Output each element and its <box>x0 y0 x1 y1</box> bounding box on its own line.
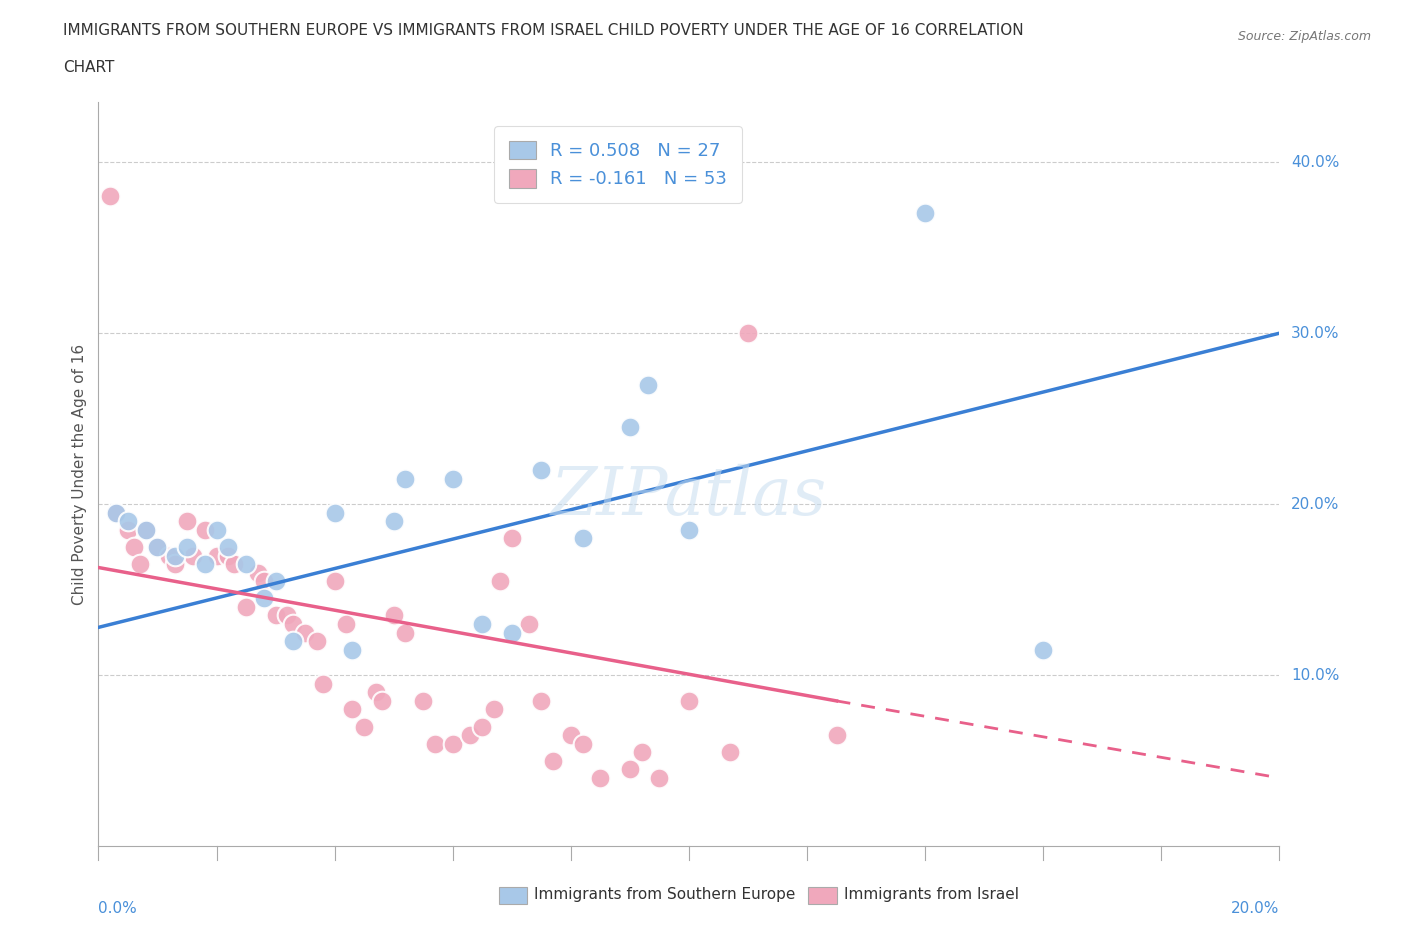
Point <box>194 557 217 572</box>
Point <box>718 745 741 760</box>
Point <box>323 574 346 589</box>
Text: 20.0%: 20.0% <box>1291 497 1340 512</box>
Text: 10.0%: 10.0% <box>1291 668 1340 683</box>
Text: 20.0%: 20.0% <box>1232 901 1279 916</box>
Point <box>105 505 128 520</box>
Point <box>637 377 659 392</box>
Point <box>117 523 139 538</box>
Point <box>283 633 305 648</box>
Point <box>441 737 464 751</box>
Text: Immigrants from Israel: Immigrants from Israel <box>844 887 1018 902</box>
Point <box>235 600 257 615</box>
Point <box>519 617 541 631</box>
Point <box>246 565 269 580</box>
Point <box>176 514 198 529</box>
Point <box>264 608 287 623</box>
Point <box>157 548 180 563</box>
Point <box>571 531 593 546</box>
Point <box>205 548 228 563</box>
Point <box>571 737 593 751</box>
Point <box>135 523 157 538</box>
Point <box>412 694 434 709</box>
Point <box>253 591 276 605</box>
Point <box>305 633 328 648</box>
Point <box>205 523 228 538</box>
Point <box>165 548 187 563</box>
Point <box>501 531 523 546</box>
Point <box>371 694 394 709</box>
Point <box>294 625 316 640</box>
Point <box>619 419 641 434</box>
Point <box>382 608 405 623</box>
Point <box>1032 643 1054 658</box>
Point <box>135 523 157 538</box>
Point <box>489 574 512 589</box>
Text: ZIPatlas: ZIPatlas <box>551 464 827 529</box>
Point <box>181 548 204 563</box>
Point <box>105 505 128 520</box>
Point <box>224 557 246 572</box>
Point <box>394 625 416 640</box>
Point <box>353 719 375 734</box>
Point <box>482 702 505 717</box>
Point <box>460 727 482 742</box>
Point <box>235 557 257 572</box>
Point <box>165 557 187 572</box>
Point <box>394 472 416 486</box>
Point <box>217 539 239 554</box>
Point <box>342 643 364 658</box>
Y-axis label: Child Poverty Under the Age of 16: Child Poverty Under the Age of 16 <box>72 344 87 604</box>
Point <box>323 505 346 520</box>
Text: 40.0%: 40.0% <box>1291 154 1340 169</box>
Point <box>441 472 464 486</box>
Point <box>122 539 145 554</box>
Legend: R = 0.508   N = 27, R = -0.161   N = 53: R = 0.508 N = 27, R = -0.161 N = 53 <box>495 126 742 203</box>
Text: IMMIGRANTS FROM SOUTHERN EUROPE VS IMMIGRANTS FROM ISRAEL CHILD POVERTY UNDER TH: IMMIGRANTS FROM SOUTHERN EUROPE VS IMMIG… <box>63 23 1024 38</box>
Point <box>648 770 671 785</box>
Point <box>128 557 150 572</box>
Text: Immigrants from Southern Europe: Immigrants from Southern Europe <box>534 887 796 902</box>
Point <box>530 694 553 709</box>
Point <box>194 523 217 538</box>
Point <box>678 523 700 538</box>
Point <box>342 702 364 717</box>
Text: CHART: CHART <box>63 60 115 75</box>
Point <box>335 617 357 631</box>
Point <box>619 762 641 777</box>
Text: Source: ZipAtlas.com: Source: ZipAtlas.com <box>1237 30 1371 43</box>
Text: 0.0%: 0.0% <box>98 901 138 916</box>
Point <box>501 625 523 640</box>
Point <box>825 727 848 742</box>
Point <box>217 548 239 563</box>
Point <box>264 574 287 589</box>
Point <box>630 745 652 760</box>
Point <box>737 326 759 340</box>
Point <box>146 539 169 554</box>
Point <box>176 539 198 554</box>
Point <box>560 727 582 742</box>
Point <box>471 617 494 631</box>
Point <box>678 694 700 709</box>
Point <box>423 737 446 751</box>
Point <box>530 462 553 477</box>
Point <box>117 514 139 529</box>
Point <box>276 608 298 623</box>
Point <box>914 206 936 221</box>
Text: 30.0%: 30.0% <box>1291 326 1340 340</box>
Point <box>382 514 405 529</box>
Point <box>589 770 612 785</box>
Point <box>312 676 335 691</box>
Point <box>146 539 169 554</box>
Point <box>253 574 276 589</box>
Point <box>283 617 305 631</box>
Point <box>364 684 387 699</box>
Point <box>471 719 494 734</box>
Point <box>98 189 121 204</box>
Point <box>541 753 564 768</box>
